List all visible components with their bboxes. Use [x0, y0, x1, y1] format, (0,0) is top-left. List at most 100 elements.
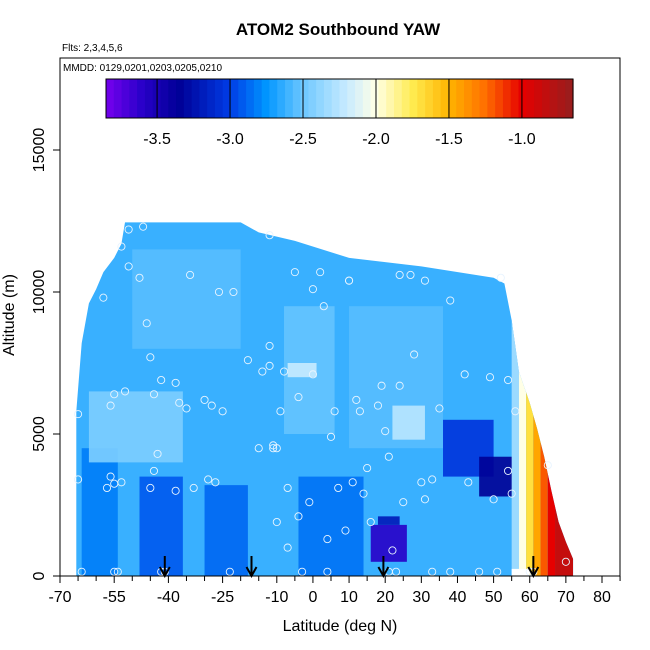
heatmap-gradient-column: [540, 222, 548, 576]
heatmap-patch: [377, 516, 400, 525]
sample-point: [139, 222, 148, 231]
y-tick-label: 10000: [31, 270, 48, 315]
colorbar-swatch: [129, 79, 138, 118]
heatmap-patch: [139, 476, 183, 576]
colorbar-swatch: [518, 79, 527, 118]
sample-point: [330, 407, 339, 416]
colorbar-swatch: [323, 79, 333, 118]
colorbar-swatch: [425, 79, 434, 118]
sample-point: [99, 293, 108, 302]
sample-point: [406, 270, 415, 280]
flights-label: Flts: 2,3,4,5,6: [62, 43, 123, 54]
colorbar-swatch: [355, 79, 364, 118]
sample-point: [395, 381, 404, 390]
colorbar-tick-label: -2.5: [289, 131, 317, 148]
colorbar-swatch: [183, 79, 193, 118]
sample-point: [189, 483, 198, 493]
sample-point: [366, 517, 375, 527]
colorbar-swatch: [510, 79, 520, 118]
sample-point: [207, 401, 216, 410]
x-tick-label: -55: [103, 589, 126, 606]
sample-point: [243, 356, 252, 365]
sample-point: [225, 567, 234, 576]
colorbar-swatch: [106, 79, 115, 118]
sample-point: [175, 398, 184, 407]
sample-point: [373, 401, 383, 410]
heatmap-gradient-column: [555, 222, 574, 576]
colorbar: -3.5 -3.0 -2.5 -2.0 -1.5 -1.0: [105, 78, 574, 148]
sample-point: [561, 557, 570, 566]
sample-point: [395, 270, 404, 280]
colorbar-tick-label: -3.0: [216, 131, 244, 148]
sample-point: [420, 495, 429, 504]
colorbar-swatch: [370, 79, 380, 118]
colorbar-swatch: [440, 79, 450, 118]
heatmap-layer: [76, 222, 574, 576]
sample-point: [355, 407, 364, 416]
sample-point: [290, 268, 299, 277]
sample-point: [157, 375, 166, 385]
sample-point: [218, 407, 227, 416]
sample-point: [204, 475, 213, 484]
sample-point: [428, 475, 437, 484]
sample-point: [399, 498, 408, 507]
colorbar-swatch: [378, 79, 387, 118]
heatmap-gradient-column: [533, 222, 541, 576]
sample-point: [124, 225, 133, 234]
colorbar-swatch: [191, 79, 200, 118]
sample-point: [182, 404, 191, 413]
x-tick-label: 30: [412, 589, 430, 606]
sample-point: [283, 543, 292, 552]
sample-point: [120, 387, 130, 396]
heatmap-gap: [511, 568, 530, 576]
sample-point: [110, 567, 119, 576]
sample-point: [489, 495, 498, 504]
colorbar-swatch: [168, 79, 177, 118]
colorbar-swatch: [502, 79, 512, 118]
sample-point: [326, 432, 336, 441]
colorbar-tick-label: -1.5: [435, 131, 463, 148]
sample-point: [308, 285, 317, 294]
sample-point: [323, 567, 332, 576]
colorbar-swatch: [393, 79, 403, 118]
chart-title: ATOM2 Southbound YAW: [236, 20, 441, 39]
colorbar-swatch: [160, 79, 169, 118]
heatmap-gradient-column: [511, 222, 519, 576]
sample-point: [117, 478, 126, 487]
sample-point: [305, 498, 314, 507]
colorbar-swatch: [199, 79, 208, 118]
colorbar-swatch: [549, 79, 559, 118]
sample-point: [279, 367, 289, 376]
x-tick-label: -10: [265, 589, 288, 606]
x-tick-label: -40: [157, 589, 180, 606]
heatmap-gradient-column: [547, 222, 556, 576]
sample-point: [417, 478, 426, 487]
heatmap-patch: [88, 391, 183, 463]
colorbar-swatch: [534, 79, 543, 118]
sample-point: [110, 390, 119, 399]
colorbar-swatch: [277, 79, 286, 118]
sample-point: [294, 393, 303, 402]
sample-point: [446, 567, 455, 576]
sample-point: [388, 546, 397, 555]
sample-point: [391, 567, 401, 576]
colorbar-swatch: [401, 79, 411, 118]
colorbar-swatch: [347, 79, 356, 118]
x-tick-label: 20: [376, 589, 394, 606]
x-axis-label: Latitude (deg N): [283, 618, 398, 635]
x-tick-label: 60: [521, 589, 539, 606]
colorbar-swatch: [526, 79, 535, 118]
colorbar-swatch: [339, 79, 348, 118]
colorbar-swatch: [487, 79, 496, 118]
x-tick-label: 0: [308, 589, 317, 606]
colorbar-swatch: [300, 79, 309, 118]
sample-point: [146, 483, 155, 493]
colorbar-swatch: [292, 79, 302, 118]
sample-point: [543, 461, 552, 470]
heatmap-patch: [392, 405, 425, 440]
sample-point: [507, 489, 516, 498]
sample-point: [345, 276, 354, 285]
sample-point: [283, 483, 292, 493]
sample-point: [265, 341, 274, 351]
sample-point: [511, 407, 520, 416]
